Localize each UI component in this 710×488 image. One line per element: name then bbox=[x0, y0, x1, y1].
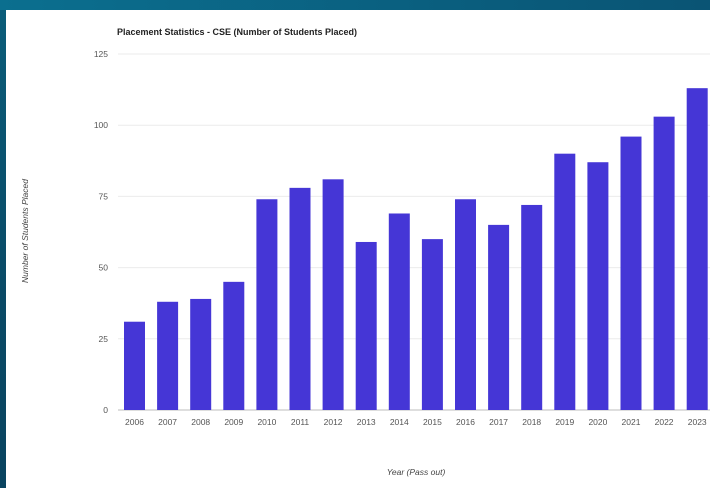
y-tick-label: 100 bbox=[94, 120, 108, 130]
bar-2023[interactable] bbox=[686, 88, 708, 411]
window-frame-top bbox=[0, 0, 710, 10]
bar-2011[interactable] bbox=[289, 187, 311, 410]
y-tick-label: 25 bbox=[99, 334, 109, 344]
bar-2020[interactable] bbox=[587, 162, 609, 410]
chart-title: Placement Statistics - CSE (Number of St… bbox=[117, 27, 357, 37]
x-tick-label: 2008 bbox=[191, 417, 210, 427]
x-tick-label: 2020 bbox=[588, 417, 607, 427]
bar-2012[interactable] bbox=[322, 179, 344, 410]
x-axis-title: Year (Pass out) bbox=[387, 467, 446, 477]
x-axis-ticks: 2006 2007 2008 2009 2010 2011 2012 2013 2014 2015… bbox=[125, 417, 707, 427]
x-tick-label: 2007 bbox=[158, 417, 177, 427]
bar-2008[interactable] bbox=[190, 298, 212, 410]
x-tick-label: 2009 bbox=[224, 417, 243, 427]
bar-2006[interactable] bbox=[124, 321, 145, 410]
y-tick-label: 0 bbox=[103, 405, 108, 415]
gridlines bbox=[118, 53, 710, 411]
bar-2010[interactable] bbox=[256, 199, 278, 410]
x-tick-label: 2018 bbox=[522, 417, 541, 427]
x-tick-label: 2014 bbox=[390, 417, 409, 427]
bar-2007[interactable] bbox=[157, 301, 179, 410]
bar-2018[interactable] bbox=[521, 204, 543, 410]
x-tick-label: 2010 bbox=[257, 417, 276, 427]
y-tick-label: 50 bbox=[99, 263, 109, 273]
bar-2021[interactable] bbox=[620, 136, 642, 411]
x-tick-label: 2013 bbox=[357, 417, 376, 427]
bar-2016[interactable] bbox=[455, 199, 476, 410]
bar-2022[interactable] bbox=[653, 116, 675, 410]
x-tick-label: 2006 bbox=[125, 417, 144, 427]
bar-2013[interactable] bbox=[355, 241, 377, 410]
x-tick-label: 2021 bbox=[622, 417, 641, 427]
y-axis-title: Number of Students Placed bbox=[20, 179, 30, 283]
x-tick-label: 2017 bbox=[489, 417, 508, 427]
x-tick-label: 2022 bbox=[655, 417, 674, 427]
x-tick-label: 2019 bbox=[555, 417, 574, 427]
bar-2017[interactable] bbox=[488, 224, 510, 410]
x-tick-label: 2023 bbox=[688, 417, 707, 427]
bar-2009[interactable] bbox=[223, 281, 245, 410]
bar-2014[interactable] bbox=[388, 213, 410, 410]
y-tick-label: 75 bbox=[99, 191, 109, 201]
bar-2015[interactable] bbox=[421, 239, 443, 410]
bar-2019[interactable] bbox=[554, 153, 576, 410]
x-tick-label: 2012 bbox=[324, 417, 343, 427]
y-axis-ticks: 0 25 50 75 100 125 bbox=[94, 49, 108, 415]
x-tick-label: 2016 bbox=[456, 417, 475, 427]
bars bbox=[124, 88, 708, 411]
y-tick-label: 125 bbox=[94, 49, 108, 59]
x-tick-label: 2011 bbox=[291, 417, 310, 427]
x-tick-label: 2015 bbox=[423, 417, 442, 427]
